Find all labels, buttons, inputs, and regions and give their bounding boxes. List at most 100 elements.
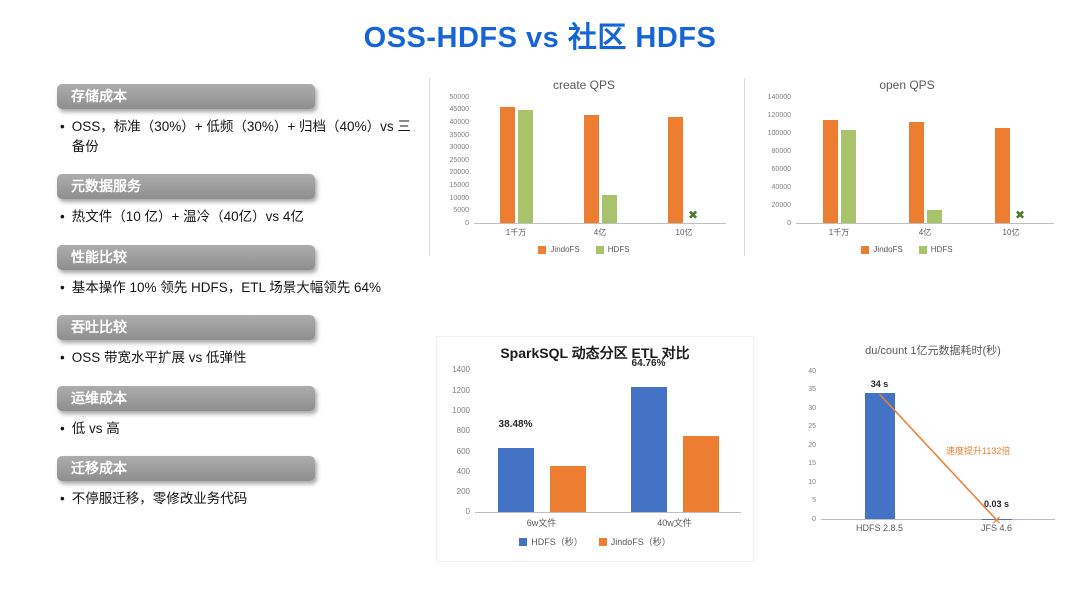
bullet-text: 热文件（10 亿）+ 温冷（40亿）vs 4亿 [71,209,304,225]
percent-annotation: 64.76% [631,358,666,370]
bullet-text: OSS 带宽水平扩展 vs 低弹性 [71,350,247,366]
section-metadata-service: 元数据服务 • 热文件（10 亿）+ 温冷（40亿）vs 4亿 [57,174,423,227]
bullet-dot: • [60,420,65,436]
bar-JindoFS [994,127,1010,223]
category-label: 10亿 [675,228,693,237]
bullet-dot: • [60,279,65,295]
legend-item: JindoFS（秒） [598,535,671,548]
bullet-text: 不停服迁移，零修改业务代码 [71,491,248,507]
y-axis-tick-label: 20000 [449,169,469,177]
category-axis: 6w文件 40w文件 [475,514,741,530]
legend-item: HDFS [918,245,953,254]
y-axis-tick-label: 20 [808,441,816,449]
y-axis-tick-label: 200 [456,487,470,497]
value-label: 34 s [870,379,889,390]
y-axis-tick-label: 80000 [771,147,791,155]
chart-legend: JindoFS HDFS [430,245,738,254]
category-label: JFS 4.6 [980,523,1012,533]
y-axis-tick-label: 0 [465,507,470,517]
legend-item: JindoFS [538,245,580,254]
section-bullet: • OSS，标准（30%）+ 低频（30%）+ 归档（40%）vs 三备份 [57,117,423,156]
y-axis-tick-label: 140000 [767,93,791,101]
y-axis-tick-label: 5 [812,497,816,505]
y-axis-tick-label: 40000 [449,119,469,127]
legend-swatch [861,245,870,254]
chart-plot-area: 0 200 400 600 800 1000 1200 1400 38.48% 64.76% [452,358,741,516]
bullet-dot: • [60,350,65,366]
section-header: 迁移成本 [57,456,315,482]
y-axis-tick-label: 15000 [449,182,469,190]
y-axis-tick-label: 0 [812,515,816,523]
bar-HDFS [517,109,533,223]
y-axis-tick-label: 0 [465,219,469,227]
chart-plot-area: 0 5 10 15 20 25 30 35 40 速度提升1132倍 34 s 0.03 s [808,368,1055,524]
y-axis-tick-label: 5000 [453,207,469,215]
legend-label: JindoFS（秒） [610,537,671,547]
section-ops-cost: 运维成本 • 低 vs 高 [57,385,423,439]
bullet-dot: • [60,119,65,134]
chart-title: SparkSQL 动态分区 ETL 对比 [500,345,690,361]
y-axis-tick-label: 800 [456,426,470,436]
bullet-dot: • [60,209,65,225]
bar-HDFS（秒） [630,387,667,512]
y-axis-tick-label: 10000 [449,194,469,202]
y-axis-tick-label: 1200 [452,385,470,395]
y-axis-tick-label: 25000 [449,156,469,164]
y-axis-tick-label: 20000 [771,201,791,209]
y-axis-tick-label: 1400 [452,365,470,375]
bar-JindoFS [583,114,599,223]
y-axis-tick-label: 25 [808,423,816,431]
legend-swatch [519,537,528,546]
category-label: 10亿 [1002,228,1020,237]
section-storage-cost: 存储成本 • OSS，标准（30%）+ 低频（30%）+ 归档（40%）vs 三备… [57,84,423,156]
y-axis-tick-label: 0 [787,219,791,227]
category-axis: 1千万 4亿 10亿 [474,225,726,240]
y-axis-tick-label: 1000 [452,405,470,415]
bar-HDFS [840,130,856,223]
y-axis-tick-label: 15 [808,460,816,468]
category-label: 1千万 [828,228,850,237]
y-axis-tick-label: 35 [808,386,816,394]
bar-HDFS [926,209,942,223]
legend-swatch [918,245,927,254]
legend-label: JindoFS [873,245,903,254]
section-header: 存储成本 [57,84,315,109]
y-axis-tick-label: 60000 [771,165,791,173]
bullet-text: 低 vs 高 [71,420,120,436]
bar-JindoFS [822,119,838,223]
line-annotation: 速度提升1132倍 [946,445,1011,456]
bar-HDFS（秒） [497,448,534,512]
bar-JindoFS [499,107,515,223]
category-label: 4亿 [593,228,607,237]
divider-line [744,78,745,256]
chart-legend: JindoFS HDFS [748,245,1066,254]
y-axis-tick-label: 120000 [767,111,791,119]
legend-swatch [595,245,604,254]
bar-JindoFS（秒） [682,436,719,512]
section-header: 元数据服务 [57,174,315,200]
bar-JindoFS [667,117,683,223]
chart-plot-area: 0 20000 40000 60000 80000 100000 120000 140000 ✖ [768,94,1054,227]
chart-legend: HDFS（秒） JindoFS（秒） [437,535,753,548]
y-axis-tick-label: 30 [808,404,816,412]
y-axis-tick-label: 600 [456,446,470,456]
legend-item: HDFS [595,245,630,254]
chart-sparksql-etl: SparkSQL 动态分区 ETL 对比 0 200 400 600 800 1000 120… [436,336,754,562]
percent-annotation: 38.48% [498,419,533,431]
bullet-text: 基本操作 10% 领先 HDFS，ETL 场景大幅领先 64% [71,279,382,295]
section-bullet: • 低 vs 高 [57,419,423,439]
bar-HDFS [601,195,617,223]
section-header: 运维成本 [57,385,315,411]
legend-label: HDFS [930,245,953,254]
legend-label: JindoFS [550,245,580,254]
slide-title: OSS-HDFS vs 社区 HDFS [363,22,717,54]
category-label: HDFS 2.8.5 [855,523,904,533]
fail-marker-icon: ✖ [687,208,699,222]
legend-label: HDFS [607,245,630,254]
y-axis-tick-label: 35000 [449,131,469,139]
category-axis: 1千万 4亿 10亿 [796,225,1054,240]
legend-swatch [538,245,547,254]
legend-label: HDFS（秒） [531,537,583,547]
section-bullet: • 基本操作 10% 领先 HDFS，ETL 场景大幅领先 64% [57,278,423,298]
section-performance: 性能比较 • 基本操作 10% 领先 HDFS，ETL 场景大幅领先 64% [57,244,423,298]
